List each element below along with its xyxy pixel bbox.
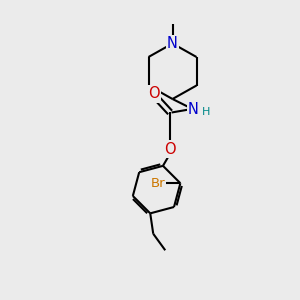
Text: O: O (148, 86, 160, 101)
Text: H: H (202, 107, 210, 118)
Text: N: N (167, 36, 178, 51)
Text: N: N (188, 102, 199, 117)
Text: O: O (164, 142, 176, 157)
Text: Br: Br (151, 177, 165, 190)
